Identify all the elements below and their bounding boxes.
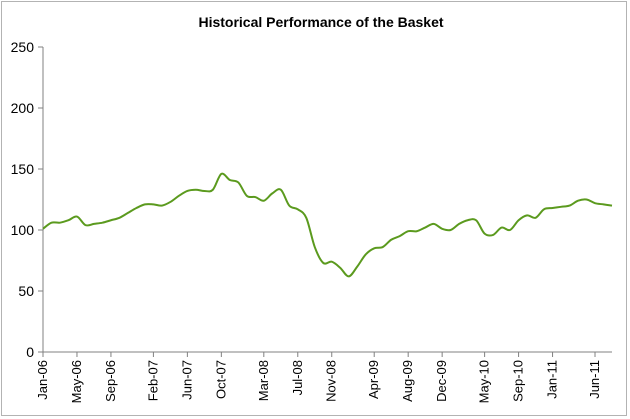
chart-title: Historical Performance of the Basket — [198, 14, 443, 30]
y-tick-label: 100 — [11, 222, 35, 238]
y-tick-label: 250 — [11, 39, 35, 55]
x-tick-label: Jul-08 — [290, 360, 305, 395]
x-tick-label: Mar-08 — [256, 360, 271, 401]
x-tick-label: Jun-07 — [179, 360, 194, 400]
x-tick-label: Feb-07 — [145, 360, 160, 401]
series-group — [42, 172, 613, 278]
x-tick-label: Dec-09 — [434, 360, 449, 402]
y-tick-label: 150 — [11, 161, 35, 177]
y-axis-ticks: 0 50 100 150 200 250 — [11, 39, 43, 360]
x-tick-label: May-06 — [69, 360, 84, 403]
x-tick-label: Jan-11 — [545, 360, 560, 399]
y-tick-label: 50 — [18, 283, 34, 299]
y-tick-label: 0 — [26, 344, 34, 360]
x-tick-label: Aug-09 — [400, 360, 415, 402]
x-tick-label: Sep-06 — [103, 360, 118, 402]
x-tick-label: Oct-07 — [213, 360, 228, 399]
x-tick-label: Sep-10 — [511, 360, 526, 402]
x-tick-label: May-10 — [477, 360, 492, 403]
x-tick-label: Jun-11 — [587, 360, 602, 399]
x-axis-ticks: Jan-06 May-06 Sep-06 Feb-07 Jun-07 Oct-07 Mar-… — [35, 352, 602, 403]
axes — [42, 47, 612, 353]
y-tick-label: 200 — [11, 100, 35, 116]
x-tick-label: Nov-08 — [324, 360, 339, 402]
series-line — [42, 172, 613, 278]
x-tick-label: Apr-09 — [366, 360, 381, 399]
x-tick-label: Jan-06 — [35, 360, 50, 400]
